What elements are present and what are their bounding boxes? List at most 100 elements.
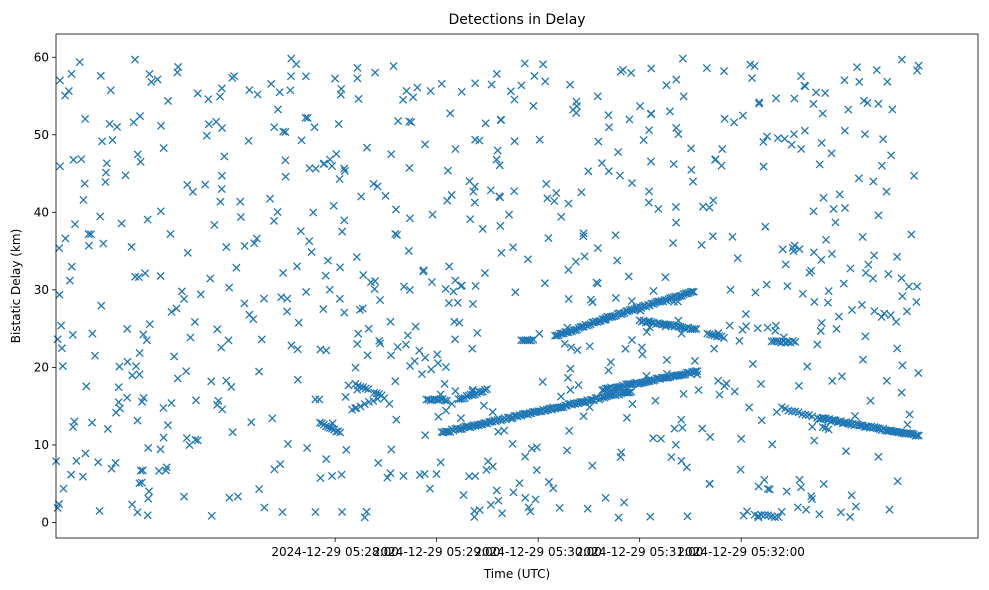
detection-point — [466, 215, 475, 224]
detection-point — [709, 196, 718, 205]
detection-point — [488, 408, 497, 417]
detection-point — [846, 512, 855, 522]
detection-point — [669, 297, 678, 306]
y-tick-label: 40 — [34, 205, 49, 219]
detection-point — [407, 117, 416, 127]
detection-point — [488, 462, 497, 471]
detection-point — [492, 486, 501, 495]
detection-point — [356, 402, 365, 411]
detection-point — [465, 472, 474, 481]
detection-point — [286, 72, 296, 81]
detection-point — [817, 138, 826, 147]
detection-point — [415, 346, 424, 355]
detection-point — [869, 177, 878, 186]
detection-point — [761, 222, 770, 231]
detection-point — [627, 296, 636, 306]
detection-point — [141, 269, 150, 278]
y-tick-label: 20 — [34, 360, 49, 374]
detection-point — [768, 440, 777, 449]
detection-point — [325, 285, 334, 294]
detection-point — [440, 379, 449, 388]
detection-point — [898, 361, 907, 370]
detection-point — [204, 120, 213, 129]
detection-point — [543, 194, 552, 203]
detection-point — [651, 396, 660, 405]
detection-point — [320, 159, 329, 168]
detection-point — [772, 336, 781, 346]
detection-point — [662, 81, 671, 90]
detection-point — [196, 290, 205, 299]
detection-point — [128, 500, 137, 509]
detection-point — [678, 54, 687, 63]
detection-point — [102, 159, 111, 168]
detection-point — [882, 376, 891, 385]
detection-point — [96, 71, 105, 80]
detection-point — [823, 298, 832, 307]
detection-point — [627, 336, 637, 345]
detection-point — [369, 396, 378, 406]
detection-point — [61, 91, 70, 100]
detection-point — [135, 479, 144, 488]
detection-point — [269, 216, 279, 225]
detection-point — [748, 359, 757, 368]
detection-point — [604, 111, 613, 120]
detection-point — [437, 79, 446, 88]
detection-point — [442, 427, 451, 436]
detection-point — [529, 101, 538, 111]
detection-point — [521, 452, 530, 461]
x-axis-label: Time (UTC) — [483, 567, 550, 581]
detection-point — [572, 108, 581, 117]
detection-point — [892, 317, 901, 326]
detection-point — [447, 190, 456, 199]
detection-point — [215, 92, 225, 101]
detection-point — [77, 155, 86, 164]
detection-point — [661, 273, 670, 282]
detection-point — [907, 230, 916, 239]
detection-point — [615, 171, 625, 180]
detection-point — [156, 121, 166, 130]
detection-point — [273, 207, 282, 217]
detection-point — [182, 367, 191, 376]
detection-point — [698, 424, 707, 433]
detection-point — [376, 339, 385, 348]
detection-point — [88, 329, 97, 338]
detection-point — [336, 263, 345, 272]
detection-point — [254, 367, 264, 376]
detection-point — [236, 197, 245, 206]
detection-point — [369, 179, 378, 188]
detection-point — [694, 385, 703, 395]
detection-point — [392, 230, 402, 239]
detection-point — [627, 179, 637, 188]
detection-point — [232, 263, 241, 272]
detection-point — [383, 473, 392, 482]
detection-point — [808, 422, 817, 431]
x-tick-label: 2024-12-29 05:28:00 — [271, 545, 398, 559]
detection-point — [293, 345, 302, 354]
detection-point — [649, 286, 658, 295]
detection-point — [470, 182, 479, 191]
detection-point — [479, 419, 489, 428]
detection-point — [783, 281, 792, 291]
x-tick-label: 2024-12-29 05:29:00 — [373, 545, 500, 559]
detection-point — [143, 215, 152, 224]
detection-point — [287, 341, 296, 350]
detection-point — [644, 377, 653, 386]
detection-point — [391, 205, 401, 214]
detection-point — [144, 487, 154, 496]
detection-point — [887, 151, 896, 160]
detection-point — [832, 324, 841, 333]
detection-point — [138, 397, 147, 406]
detection-point — [421, 353, 430, 362]
detection-point — [678, 423, 687, 432]
detection-point — [870, 251, 879, 260]
detection-point — [80, 179, 89, 188]
detection-point — [296, 227, 305, 236]
detection-point — [508, 243, 518, 252]
detection-point — [807, 266, 816, 275]
detection-point — [676, 322, 685, 331]
detection-point — [420, 140, 430, 149]
detection-point — [480, 385, 490, 394]
detection-point — [850, 411, 860, 421]
detection-point — [645, 187, 654, 196]
detection-point — [859, 96, 869, 105]
